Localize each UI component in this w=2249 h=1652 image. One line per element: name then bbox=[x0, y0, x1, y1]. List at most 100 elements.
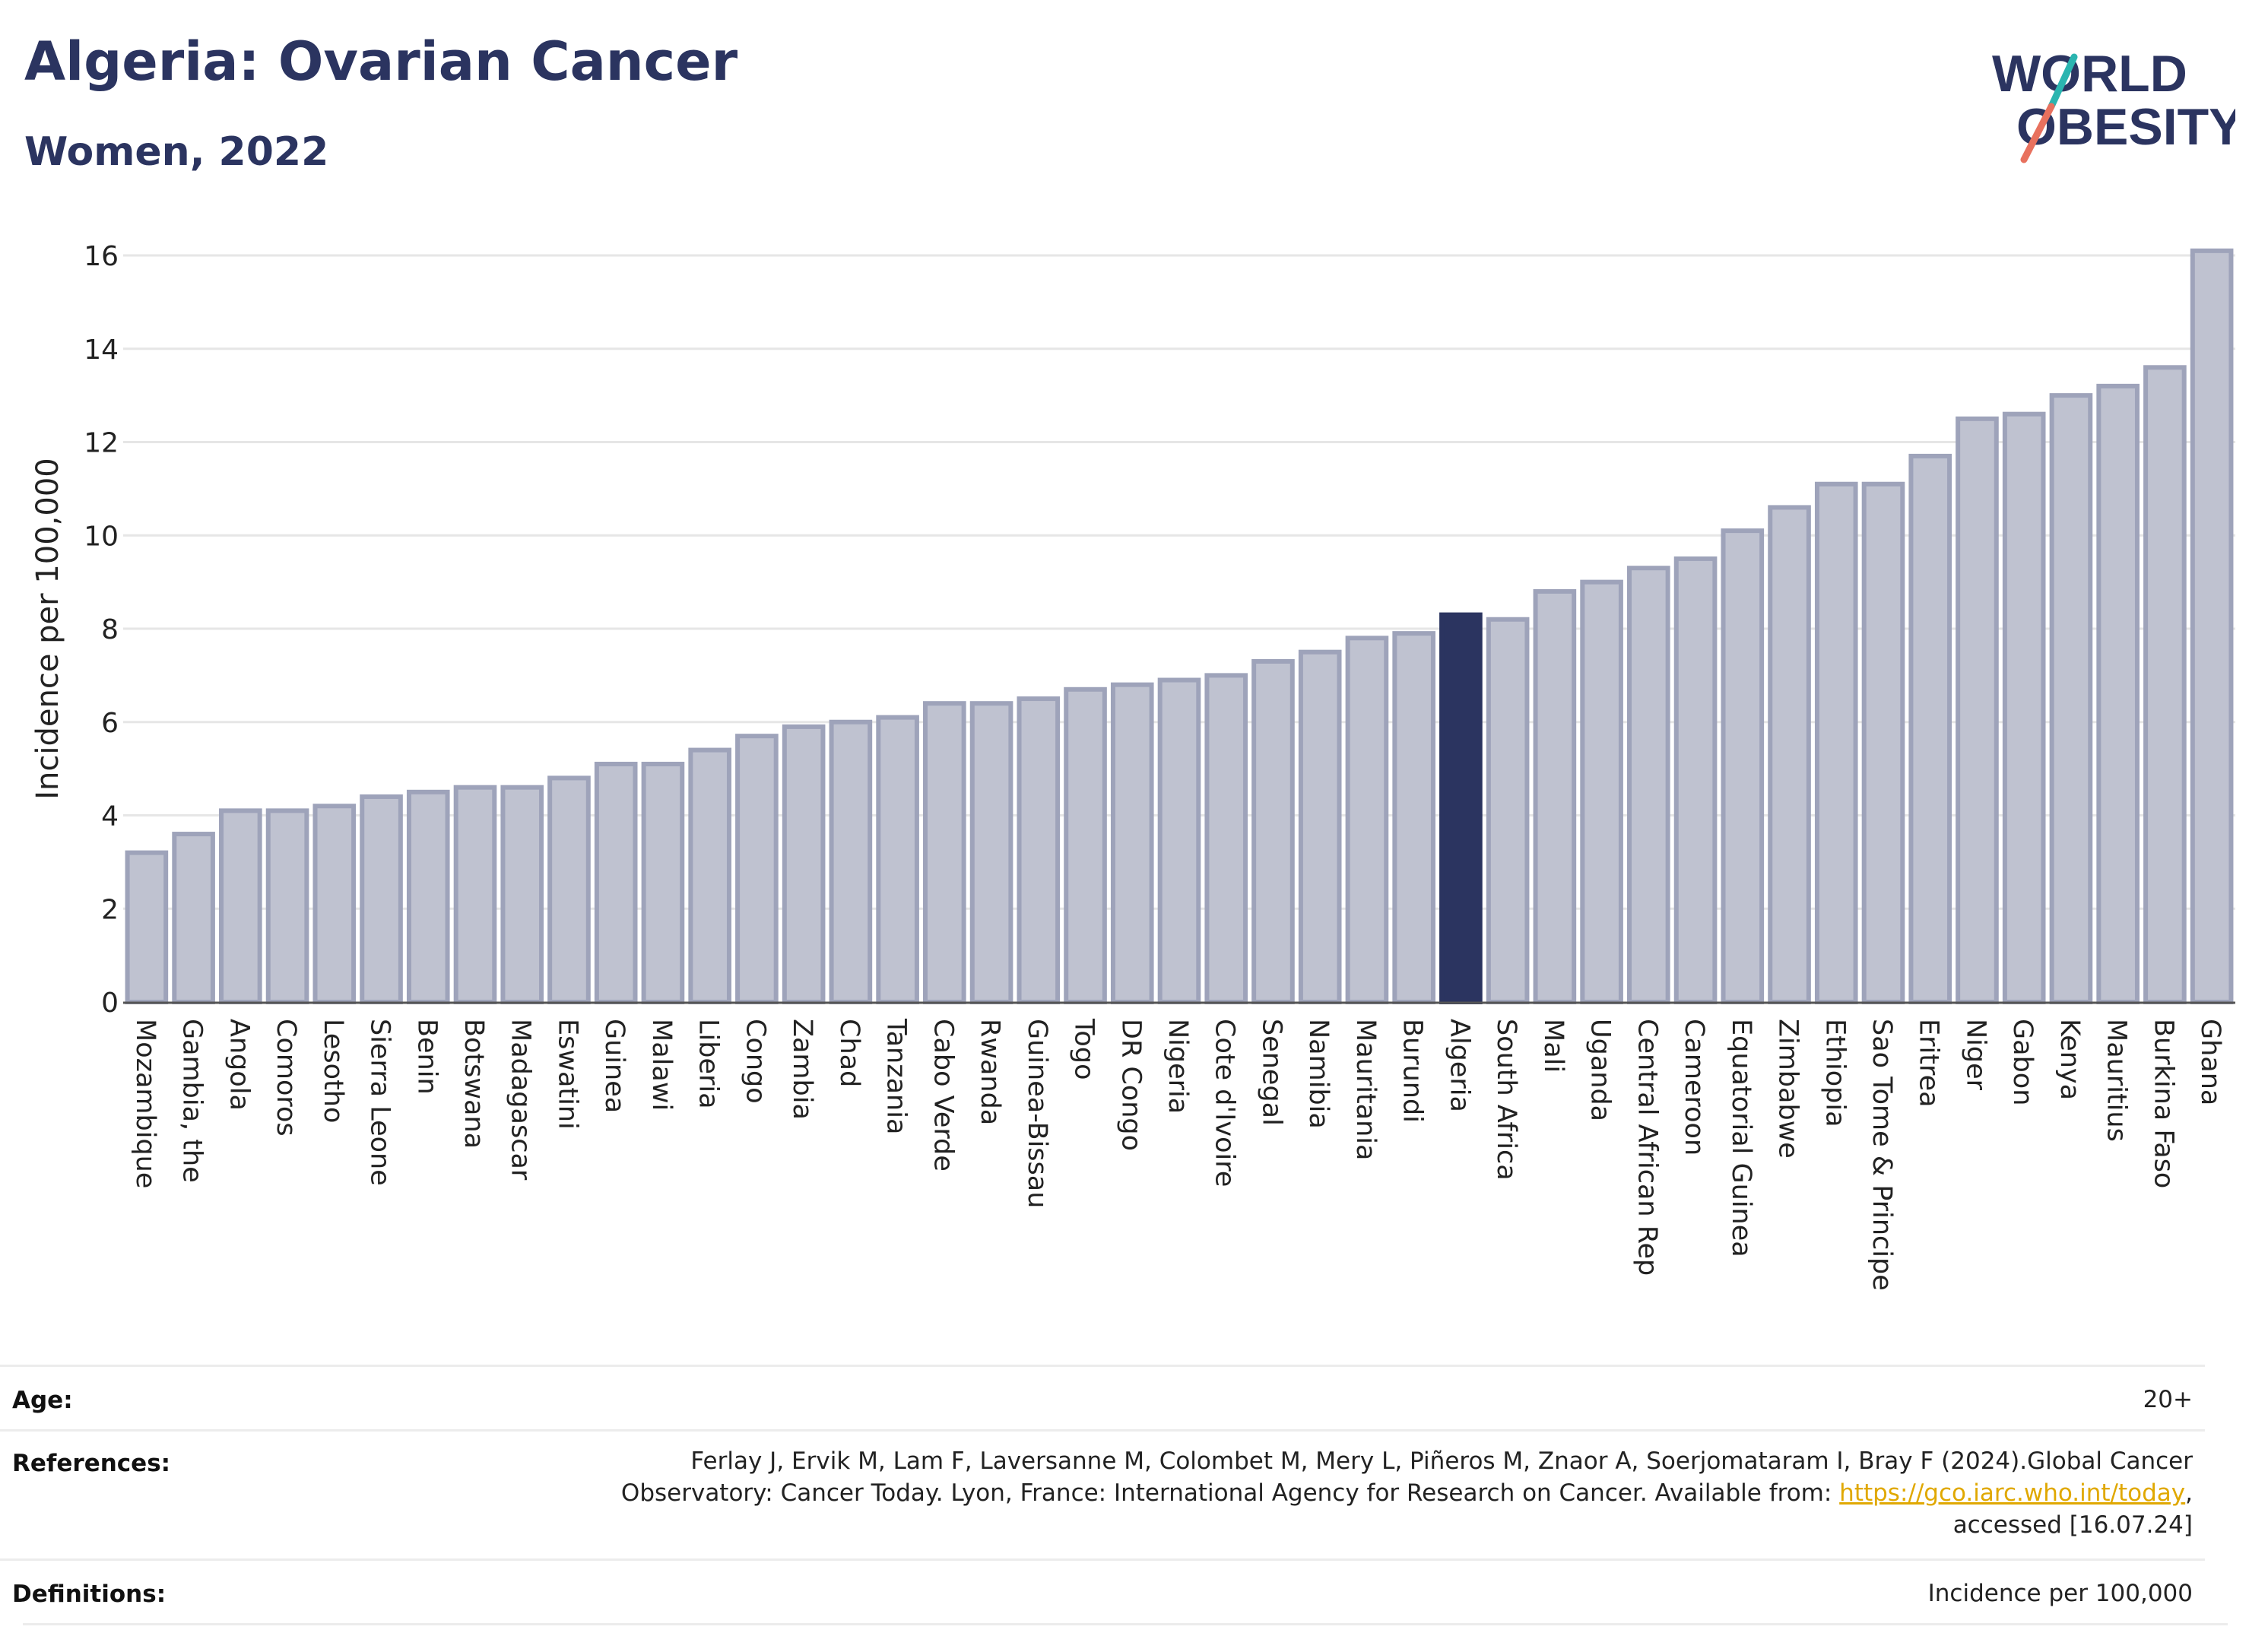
x-tick-label: Guinea-Bissau bbox=[1022, 1019, 1052, 1208]
bar-malawi bbox=[641, 761, 685, 1004]
bar-cabo-verde bbox=[923, 701, 966, 1004]
y-tick-label: 8 bbox=[101, 614, 119, 645]
y-tick-label: 6 bbox=[101, 708, 119, 739]
meta-row-age: Age: 20+ bbox=[0, 1365, 2205, 1432]
bar-algeria bbox=[1439, 612, 1483, 1005]
age-label: Age: bbox=[12, 1387, 73, 1414]
x-tick-label: Sao Tome & Principe bbox=[1867, 1019, 1897, 1291]
y-tick-label: 0 bbox=[101, 988, 119, 1019]
x-tick-label: Botswana bbox=[458, 1019, 489, 1149]
bar-mozambique bbox=[125, 850, 169, 1004]
bar-tanzania bbox=[876, 715, 919, 1004]
x-tick-label: Liberia bbox=[693, 1019, 724, 1109]
bar-namibia bbox=[1298, 649, 1342, 1004]
x-axis-labels: Mozambique Gambia, the Angola Comoros Lesoth… bbox=[130, 1018, 2225, 1291]
bar-cote-d-ivoire bbox=[1204, 673, 1248, 1004]
y-tick-label: 2 bbox=[101, 894, 119, 925]
x-tick-label: Gambia, the bbox=[177, 1019, 208, 1183]
bar-mauritius bbox=[2096, 383, 2140, 1005]
x-tick-label: Eritrea bbox=[1914, 1019, 1944, 1108]
x-tick-label: Congo bbox=[740, 1019, 770, 1104]
x-tick-label: Ghana bbox=[2195, 1019, 2225, 1105]
bar-togo bbox=[1064, 686, 1107, 1004]
world-obesity-logo: WORLD OBESITY bbox=[1992, 45, 2235, 163]
y-tick-label: 10 bbox=[84, 521, 119, 552]
y-axis-ticks: 0 2 4 6 8 10 12 14 16 bbox=[84, 241, 119, 1019]
bar-gambia-the bbox=[172, 832, 215, 1005]
y-tick-label: 12 bbox=[84, 428, 119, 459]
references-line-2: Observatory: Cancer Today. Lyon, France:… bbox=[621, 1477, 2193, 1509]
x-tick-label: Zambia bbox=[787, 1019, 817, 1120]
x-tick-label: Togo bbox=[1069, 1018, 1099, 1080]
references-line-2-prefix: Observatory: Cancer Today. Lyon, France:… bbox=[620, 1479, 1840, 1507]
bar-congo bbox=[735, 734, 779, 1004]
bar-central-african-rep bbox=[1627, 566, 1670, 1004]
x-tick-label: Rwanda bbox=[975, 1019, 1005, 1125]
bar-sierra-leone bbox=[360, 794, 403, 1004]
meta-bottom-border bbox=[23, 1623, 2228, 1625]
x-tick-label: Algeria bbox=[1444, 1019, 1474, 1112]
x-tick-label: Equatorial Guinea bbox=[1726, 1019, 1756, 1257]
bar-benin bbox=[406, 789, 450, 1004]
x-tick-label: Kenya bbox=[2054, 1019, 2085, 1100]
bar-niger bbox=[1956, 416, 1999, 1004]
x-tick-label: Mauritius bbox=[2101, 1019, 2132, 1142]
page-subtitle: Women, 2022 bbox=[24, 129, 329, 175]
y-tick-label: 4 bbox=[101, 801, 119, 832]
references-line-1: Ferlay J, Ervik M, Lam F, Laversanne M, … bbox=[690, 1447, 2193, 1475]
references-link[interactable]: https://gco.iarc.who.int/today bbox=[1839, 1479, 2186, 1507]
bar-zambia bbox=[782, 724, 826, 1004]
bar-angola bbox=[219, 808, 262, 1005]
bar-sao-tome-principe bbox=[1861, 481, 1905, 1004]
x-tick-label: Burundi bbox=[1397, 1019, 1428, 1123]
bar-kenya bbox=[2049, 393, 2093, 1004]
x-tick-label: Lesotho bbox=[318, 1019, 348, 1123]
meta-row-definitions: Definitions: Incidence per 100,000 bbox=[0, 1558, 2205, 1625]
bar-senegal bbox=[1251, 658, 1295, 1005]
x-tick-label: Namibia bbox=[1303, 1019, 1334, 1129]
bar-eswatini bbox=[547, 775, 591, 1005]
x-tick-label: Mali bbox=[1538, 1019, 1569, 1073]
bar-comoros bbox=[265, 808, 309, 1005]
definitions-label: Definitions: bbox=[12, 1581, 167, 1608]
references-value: Ferlay J, Ervik M, Lam F, Laversanne M, … bbox=[621, 1445, 2193, 1541]
references-line-3: accessed [16.07.24] bbox=[1952, 1511, 2193, 1539]
x-tick-label: Angola bbox=[224, 1019, 254, 1111]
page-title: Algeria: Ovarian Cancer bbox=[24, 30, 738, 93]
bar-guinea-bissau bbox=[1017, 696, 1061, 1004]
x-tick-label: Sierra Leone bbox=[365, 1019, 395, 1186]
x-tick-label: Eswatini bbox=[552, 1019, 582, 1130]
bar-liberia bbox=[688, 747, 731, 1004]
bar-equatorial-guinea bbox=[1721, 528, 1765, 1004]
x-tick-label: Madagascar bbox=[506, 1019, 536, 1181]
x-tick-label: Ethiopia bbox=[1819, 1019, 1850, 1127]
age-value: 20+ bbox=[2143, 1386, 2193, 1413]
x-tick-label: Burkina Faso bbox=[2148, 1019, 2178, 1188]
x-tick-label: Senegal bbox=[1256, 1019, 1286, 1126]
chart-bars bbox=[125, 248, 2234, 1005]
logo-slash-teal bbox=[2048, 53, 2078, 110]
bar-guinea bbox=[594, 761, 638, 1004]
y-tick-label: 16 bbox=[84, 241, 119, 272]
bar-dr-congo bbox=[1110, 682, 1154, 1005]
x-tick-label: Comoros bbox=[271, 1019, 301, 1137]
bar-rwanda bbox=[969, 701, 1013, 1004]
x-tick-label: DR Congo bbox=[1115, 1019, 1146, 1151]
x-tick-label: Cote d'Ivoire bbox=[1210, 1019, 1240, 1187]
bar-cameroon bbox=[1673, 556, 1718, 1004]
bar-madagascar bbox=[500, 785, 544, 1005]
x-tick-label: Zimbabwe bbox=[1773, 1019, 1803, 1159]
bar-zimbabwe bbox=[1768, 505, 1811, 1004]
x-tick-label: Malawi bbox=[646, 1019, 677, 1111]
bar-eritrea bbox=[1908, 453, 1952, 1004]
x-tick-label: Nigeria bbox=[1163, 1019, 1193, 1114]
x-tick-label: Gabon bbox=[2007, 1019, 2038, 1105]
bar-lesotho bbox=[312, 804, 357, 1004]
meta-row-references: References: Ferlay J, Ervik M, Lam F, La… bbox=[0, 1429, 2205, 1561]
x-tick-label: Cameroon bbox=[1679, 1019, 1709, 1156]
bar-south-africa bbox=[1486, 617, 1530, 1004]
x-tick-label: Chad bbox=[834, 1019, 864, 1087]
references-line-2-suffix: , bbox=[2185, 1479, 2193, 1507]
x-tick-label: Benin bbox=[411, 1019, 442, 1095]
x-tick-label: South Africa bbox=[1491, 1019, 1521, 1181]
